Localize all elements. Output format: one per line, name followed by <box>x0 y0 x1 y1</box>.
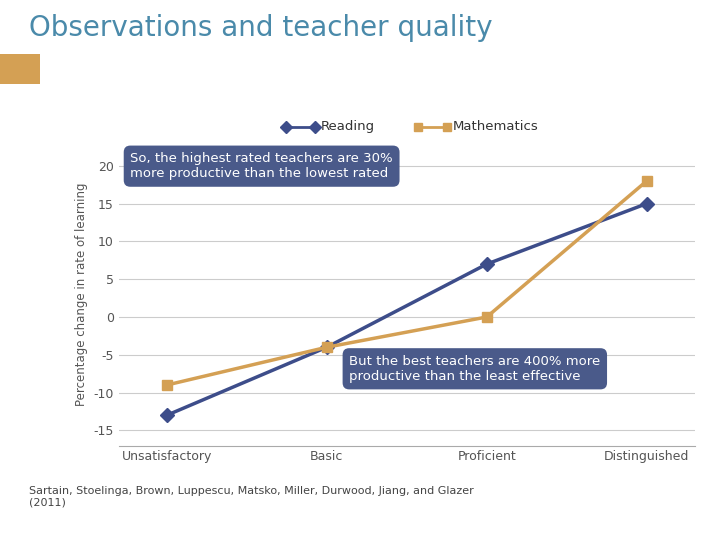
Text: Reading: Reading <box>320 120 374 133</box>
Text: 21: 21 <box>10 62 30 76</box>
Y-axis label: Percentage change in rate of learning: Percentage change in rate of learning <box>75 183 88 406</box>
Text: Mathematics: Mathematics <box>453 120 539 133</box>
Text: But the best teachers are 400% more
productive than the least effective: But the best teachers are 400% more prod… <box>349 355 600 383</box>
Text: Observations and teacher quality: Observations and teacher quality <box>29 14 492 42</box>
FancyBboxPatch shape <box>0 54 40 84</box>
Text: So, the highest rated teachers are 30%
more productive than the lowest rated: So, the highest rated teachers are 30% m… <box>130 152 393 180</box>
Text: Sartain, Stoelinga, Brown, Luppescu, Matsko, Miller, Durwood, Jiang, and Glazer
: Sartain, Stoelinga, Brown, Luppescu, Mat… <box>29 486 474 508</box>
